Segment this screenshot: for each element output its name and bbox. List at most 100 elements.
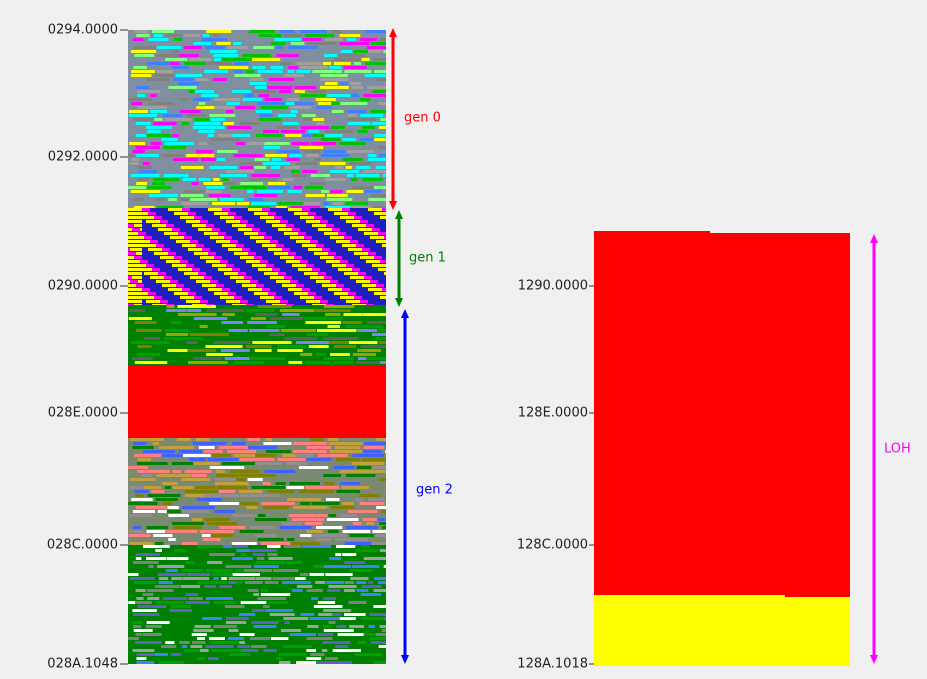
heap-cell — [344, 272, 358, 275]
heap-cell — [237, 202, 249, 205]
heap-cell — [297, 585, 312, 588]
heap-cell — [253, 46, 274, 49]
heap-cell — [223, 122, 234, 125]
heap-cell — [186, 154, 214, 157]
heap-cell — [283, 122, 299, 125]
heap-cell — [222, 58, 252, 61]
heap-cell — [257, 102, 285, 105]
heap-cell — [190, 240, 198, 243]
heap-cell — [252, 58, 280, 61]
heap-cell — [128, 260, 142, 263]
heap-cell — [222, 313, 235, 316]
heap-cell — [256, 110, 273, 113]
heap-cell — [187, 549, 204, 552]
heap-cell — [206, 569, 233, 572]
heap-cell — [164, 232, 178, 235]
heap-cell — [295, 86, 317, 89]
heap-cell — [234, 62, 249, 65]
heap-cell — [143, 633, 162, 636]
heap-cell — [252, 621, 279, 624]
heap-cell — [317, 514, 328, 517]
heap-cell — [185, 621, 191, 624]
tick-label: 028C.0000 — [47, 538, 118, 553]
heap-cell — [255, 86, 267, 89]
heap-cell — [157, 565, 184, 568]
heap-cell — [216, 42, 230, 45]
heap-cell — [207, 561, 222, 564]
heap-cell — [328, 530, 339, 533]
heap-cell — [323, 597, 336, 600]
heap-cell — [333, 202, 343, 205]
heap-cell — [230, 470, 259, 473]
heap-cell — [191, 645, 203, 648]
heap-cell — [302, 545, 331, 548]
heap-cell — [254, 166, 266, 169]
heap-cell — [312, 268, 320, 271]
heap-cell — [226, 170, 255, 173]
heap-cell — [208, 458, 239, 461]
heap-cell — [250, 236, 264, 239]
heap-cell — [234, 70, 244, 73]
heap-cell — [356, 166, 370, 169]
heap-cell — [128, 502, 157, 505]
heap-cell — [173, 158, 198, 161]
heap-cell — [326, 224, 334, 227]
heap-cell — [296, 661, 316, 664]
heap-cell — [266, 220, 280, 223]
heap-cell — [246, 309, 274, 312]
heap-cell — [212, 573, 232, 576]
heap-cell — [155, 585, 180, 588]
heap-cell — [349, 625, 364, 628]
heap-cell — [251, 486, 285, 489]
heap-cell — [182, 569, 204, 572]
heap-cell — [155, 542, 163, 545]
heap-cell — [354, 653, 382, 656]
heap-cell — [199, 102, 206, 105]
heap-cell — [348, 114, 357, 117]
heap-cell — [286, 486, 304, 489]
heap-cell — [234, 74, 260, 77]
heap-cell — [300, 94, 319, 97]
heap-cell — [136, 154, 159, 157]
heap-cell — [284, 621, 290, 624]
heap-cell — [207, 62, 232, 65]
heap-cell — [216, 284, 224, 287]
heap-cell — [372, 264, 386, 267]
heap-cell — [277, 54, 299, 57]
heap-cell — [356, 174, 379, 177]
heap-cell — [199, 446, 215, 449]
heap-cell — [342, 208, 350, 211]
heap-cell — [188, 361, 228, 364]
heap-cell — [167, 510, 181, 513]
heap-cell — [247, 641, 274, 644]
heap-cell — [194, 42, 212, 45]
heap-cell — [206, 353, 233, 356]
heap-cell — [271, 166, 280, 169]
heap-cell — [226, 220, 240, 223]
heap-cell — [173, 470, 182, 473]
heap-cell — [147, 62, 170, 65]
heap-cell — [182, 202, 209, 205]
heap-cell — [163, 597, 188, 600]
heap-cell — [219, 490, 236, 493]
heap-cell — [300, 30, 327, 33]
heap-cell — [255, 349, 272, 352]
heap-cell — [251, 357, 286, 360]
heap-cell — [358, 130, 368, 133]
heap-cell — [252, 228, 260, 231]
heap-cell — [131, 74, 151, 77]
heap-cell — [320, 300, 328, 303]
heap-cell — [209, 553, 235, 556]
heap-cell — [255, 158, 270, 161]
heap-cell — [356, 549, 378, 552]
heap-cell — [134, 581, 156, 584]
heap-cell — [128, 220, 142, 223]
heap-cell — [363, 170, 386, 173]
heap-cell — [193, 126, 217, 129]
heap-cell — [134, 212, 148, 215]
heap-cell — [255, 534, 276, 537]
heap-cell — [144, 486, 161, 489]
heap-cell — [210, 138, 240, 141]
heap-cell — [232, 557, 253, 560]
heap-cell — [348, 248, 362, 251]
